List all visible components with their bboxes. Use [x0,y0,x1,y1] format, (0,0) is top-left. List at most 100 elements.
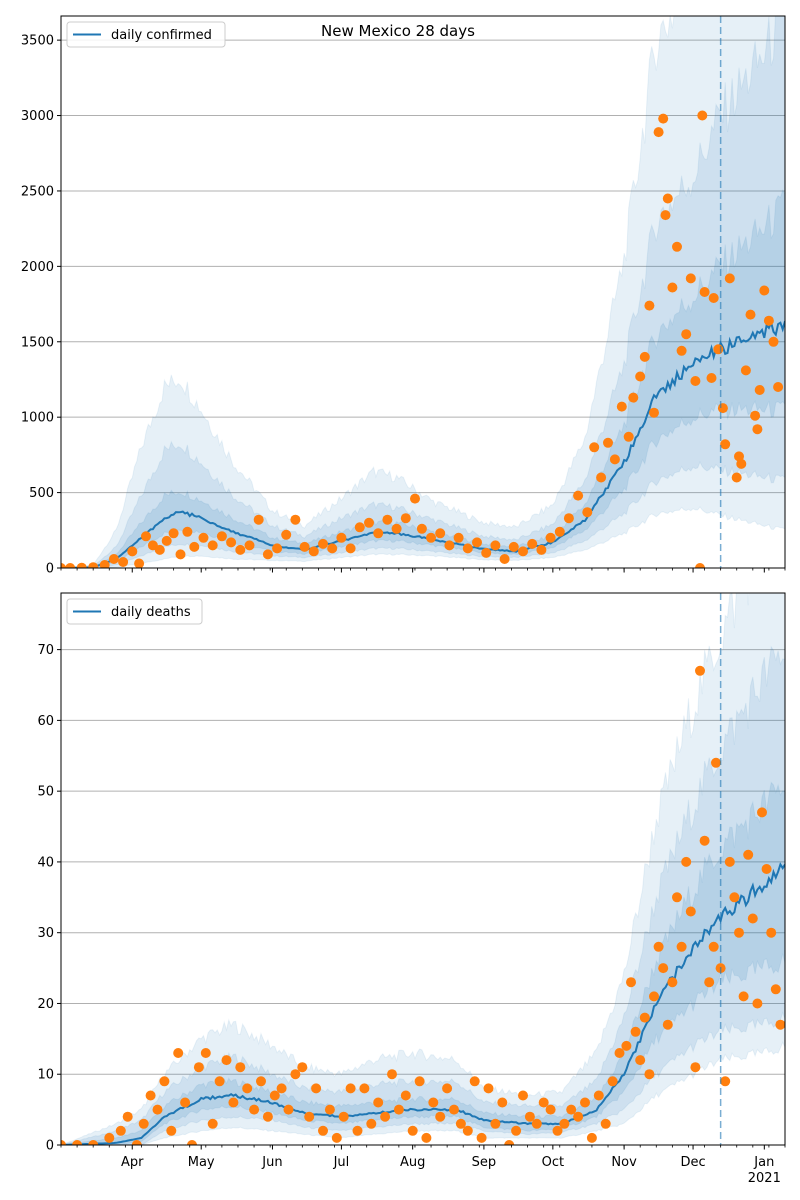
observed-point [410,493,420,504]
observed-point [752,424,763,435]
observed-point [531,1118,542,1129]
observed-point [145,1090,156,1101]
x-tick-label: Aug [400,1155,425,1170]
observed-point [740,365,751,376]
axes-frame [60,15,786,569]
observed-point [175,549,186,560]
observed-point [743,849,754,860]
observed-point [235,544,246,555]
observed-point [538,1097,549,1108]
observed-point [61,1140,66,1145]
observed-point [711,757,721,768]
observed-point [573,490,584,501]
observed-point [635,1055,646,1066]
legend-box [66,21,226,48]
observed-point [173,1048,184,1058]
observed-point [338,1111,349,1122]
observed-point [207,1118,218,1129]
observed-point [685,906,696,917]
daily-confirmed-plot-area [61,16,785,568]
observed-point [644,1069,655,1080]
observed-point [690,376,701,386]
observed-point [276,1083,287,1094]
observed-point [545,1104,556,1115]
observed-point [731,472,742,483]
uncertainty-band-80 [61,16,785,568]
observed-point [382,514,393,525]
observed-point [761,864,772,874]
observed-point [734,927,744,938]
observed-point [757,807,767,818]
y-tick-label: 10 [37,1068,54,1083]
x-year-label: 2021 [748,1171,781,1186]
observed-point [200,1048,211,1058]
y-tick-label: 3500 [21,34,54,49]
observed-point [717,403,728,414]
observed-point [354,522,365,533]
observed-point [720,439,731,450]
observed-point [490,540,501,551]
y-tick-label: 60 [37,714,54,729]
observed-point [380,1111,391,1122]
observed-point [653,941,664,952]
observed-point [118,557,129,567]
observed-point [193,1062,204,1073]
observed-point [660,210,671,221]
observed-point [308,546,319,557]
observed-point [593,1090,604,1101]
x-tick-label: Nov [611,1155,637,1170]
x-tick-label: Oct [542,1155,564,1170]
observed-point [189,541,200,552]
uncertainty-band-80 [61,645,785,1145]
observed-point [198,532,209,543]
observed-point [559,1118,570,1129]
median-line [61,862,785,1145]
observed-point [345,543,356,554]
observed-points [61,110,784,568]
observed-point [61,563,66,568]
observed-point [695,563,705,568]
observed-point [207,540,218,551]
observed-point [697,110,708,121]
observed-point [681,329,692,340]
observed-point [65,563,76,568]
observed-point [552,1125,563,1136]
observed-point [444,540,455,551]
observed-point [745,309,756,320]
observed-point [490,1118,501,1129]
observed-point [724,856,735,867]
observed-point [623,431,634,442]
observed-point [736,458,747,469]
observed-point [481,547,492,558]
x-tick-label: Jan [753,1155,774,1170]
observed-point [283,1104,294,1115]
daily-deaths-plot-area [61,593,785,1145]
observed-point [524,1111,535,1122]
observed-point [352,1125,363,1136]
observed-point [122,1111,133,1122]
observed-point [773,382,784,392]
observed-point [649,991,659,1002]
y-tick-label: 2000 [21,260,54,275]
observed-point [453,532,464,543]
observed-point [589,442,600,453]
observed-point [387,1069,397,1080]
observed-point [435,1111,446,1122]
observed-point [554,526,565,537]
observed-point [504,1140,515,1145]
observed-point [127,546,138,557]
observed-point [672,241,682,252]
observed-point [708,941,719,952]
observed-point [754,385,765,395]
y-tick-label: 30 [37,926,54,941]
observed-point [269,1090,280,1101]
axes-frame [60,592,786,1146]
observed-point [704,977,715,988]
x-tick-label: Sep [472,1155,497,1170]
x-tick-label: Jul [333,1155,350,1170]
observed-point [88,1140,99,1145]
observed-point [747,913,758,924]
observed-point [580,1097,590,1108]
observed-point [373,528,384,539]
